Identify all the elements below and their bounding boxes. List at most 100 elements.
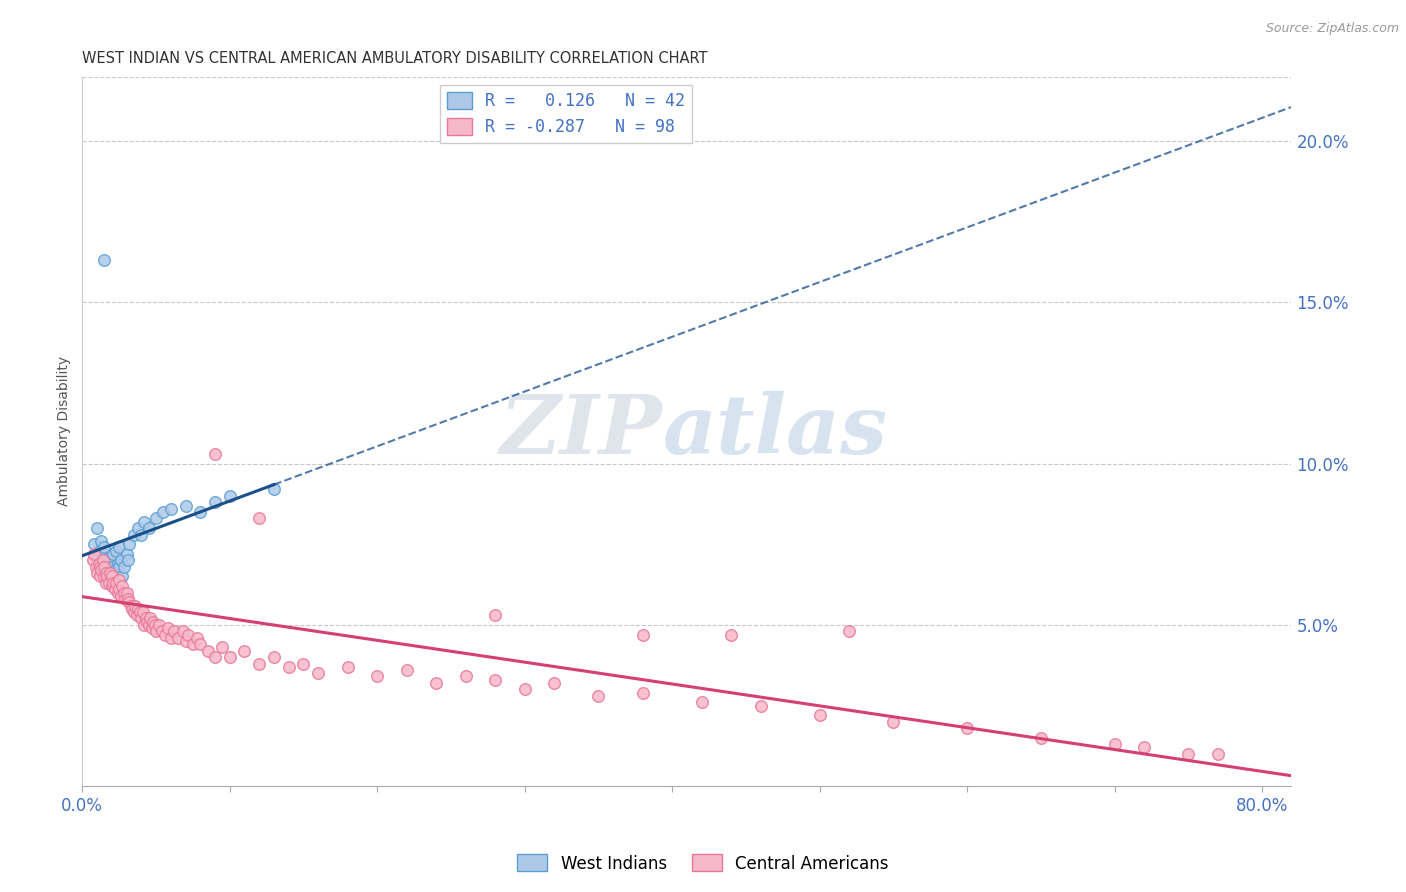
- Point: [97, 576, 120, 591]
- Point: [86, 566, 108, 581]
- Point: [111, 569, 134, 583]
- Point: [104, 582, 127, 597]
- Point: [233, 643, 256, 657]
- Point: [197, 643, 219, 657]
- Point: [103, 547, 125, 561]
- Point: [91, 553, 114, 567]
- Point: [118, 595, 141, 609]
- Point: [96, 566, 118, 581]
- Point: [103, 576, 125, 591]
- Point: [1177, 747, 1199, 761]
- Point: [136, 615, 159, 629]
- Text: WEST INDIAN VS CENTRAL AMERICAN AMBULATORY DISABILITY CORRELATION CHART: WEST INDIAN VS CENTRAL AMERICAN AMBULATO…: [83, 51, 707, 66]
- Point: [114, 592, 136, 607]
- Point: [94, 576, 117, 591]
- Point: [94, 566, 117, 581]
- Point: [110, 553, 132, 567]
- Point: [82, 553, 104, 567]
- Point: [101, 579, 124, 593]
- Point: [89, 543, 111, 558]
- Point: [115, 547, 138, 561]
- Point: [218, 650, 240, 665]
- Text: ZIP: ZIP: [501, 392, 662, 471]
- Point: [93, 569, 115, 583]
- Point: [93, 541, 115, 555]
- Point: [588, 689, 610, 703]
- Point: [90, 534, 112, 549]
- Point: [153, 627, 176, 641]
- Point: [135, 611, 157, 625]
- Point: [159, 501, 181, 516]
- Point: [277, 660, 299, 674]
- Point: [127, 601, 149, 615]
- Point: [188, 637, 211, 651]
- Point: [101, 569, 124, 583]
- Point: [124, 599, 146, 613]
- Point: [105, 576, 128, 591]
- Point: [96, 569, 118, 583]
- Point: [138, 521, 160, 535]
- Point: [107, 557, 129, 571]
- Point: [163, 624, 186, 639]
- Point: [118, 537, 141, 551]
- Point: [108, 582, 131, 597]
- Point: [247, 657, 270, 671]
- Point: [91, 547, 114, 561]
- Point: [84, 559, 107, 574]
- Point: [336, 660, 359, 674]
- Point: [125, 608, 148, 623]
- Point: [87, 559, 110, 574]
- Point: [1133, 740, 1156, 755]
- Point: [104, 563, 127, 577]
- Point: [98, 550, 121, 565]
- Point: [112, 559, 135, 574]
- Point: [808, 708, 831, 723]
- Point: [143, 618, 166, 632]
- Point: [138, 618, 160, 632]
- Point: [513, 682, 536, 697]
- Point: [211, 640, 233, 655]
- Point: [108, 573, 131, 587]
- Point: [117, 592, 139, 607]
- Point: [141, 621, 163, 635]
- Point: [1104, 737, 1126, 751]
- Point: [93, 557, 115, 571]
- Point: [101, 569, 124, 583]
- Point: [129, 611, 152, 625]
- Point: [110, 589, 132, 603]
- Point: [631, 627, 654, 641]
- Point: [101, 559, 124, 574]
- Point: [122, 605, 145, 619]
- Point: [838, 624, 860, 639]
- Legend: R =   0.126   N = 42, R = -0.287   N = 98: R = 0.126 N = 42, R = -0.287 N = 98: [440, 85, 692, 143]
- Point: [90, 563, 112, 577]
- Point: [117, 553, 139, 567]
- Point: [105, 543, 128, 558]
- Point: [89, 559, 111, 574]
- Point: [263, 483, 285, 497]
- Point: [134, 515, 156, 529]
- Point: [186, 631, 208, 645]
- Point: [145, 511, 167, 525]
- Point: [112, 585, 135, 599]
- Point: [366, 669, 388, 683]
- Point: [1206, 747, 1229, 761]
- Point: [188, 505, 211, 519]
- Point: [167, 631, 190, 645]
- Point: [956, 721, 979, 735]
- Point: [122, 527, 145, 541]
- Point: [83, 537, 105, 551]
- Point: [204, 495, 226, 509]
- Point: [90, 553, 112, 567]
- Point: [107, 585, 129, 599]
- Point: [87, 557, 110, 571]
- Point: [425, 676, 447, 690]
- Point: [115, 585, 138, 599]
- Point: [204, 447, 226, 461]
- Y-axis label: Ambulatory Disability: Ambulatory Disability: [58, 356, 72, 507]
- Point: [690, 695, 713, 709]
- Text: atlas: atlas: [662, 392, 887, 471]
- Point: [132, 605, 155, 619]
- Point: [218, 489, 240, 503]
- Point: [152, 505, 174, 519]
